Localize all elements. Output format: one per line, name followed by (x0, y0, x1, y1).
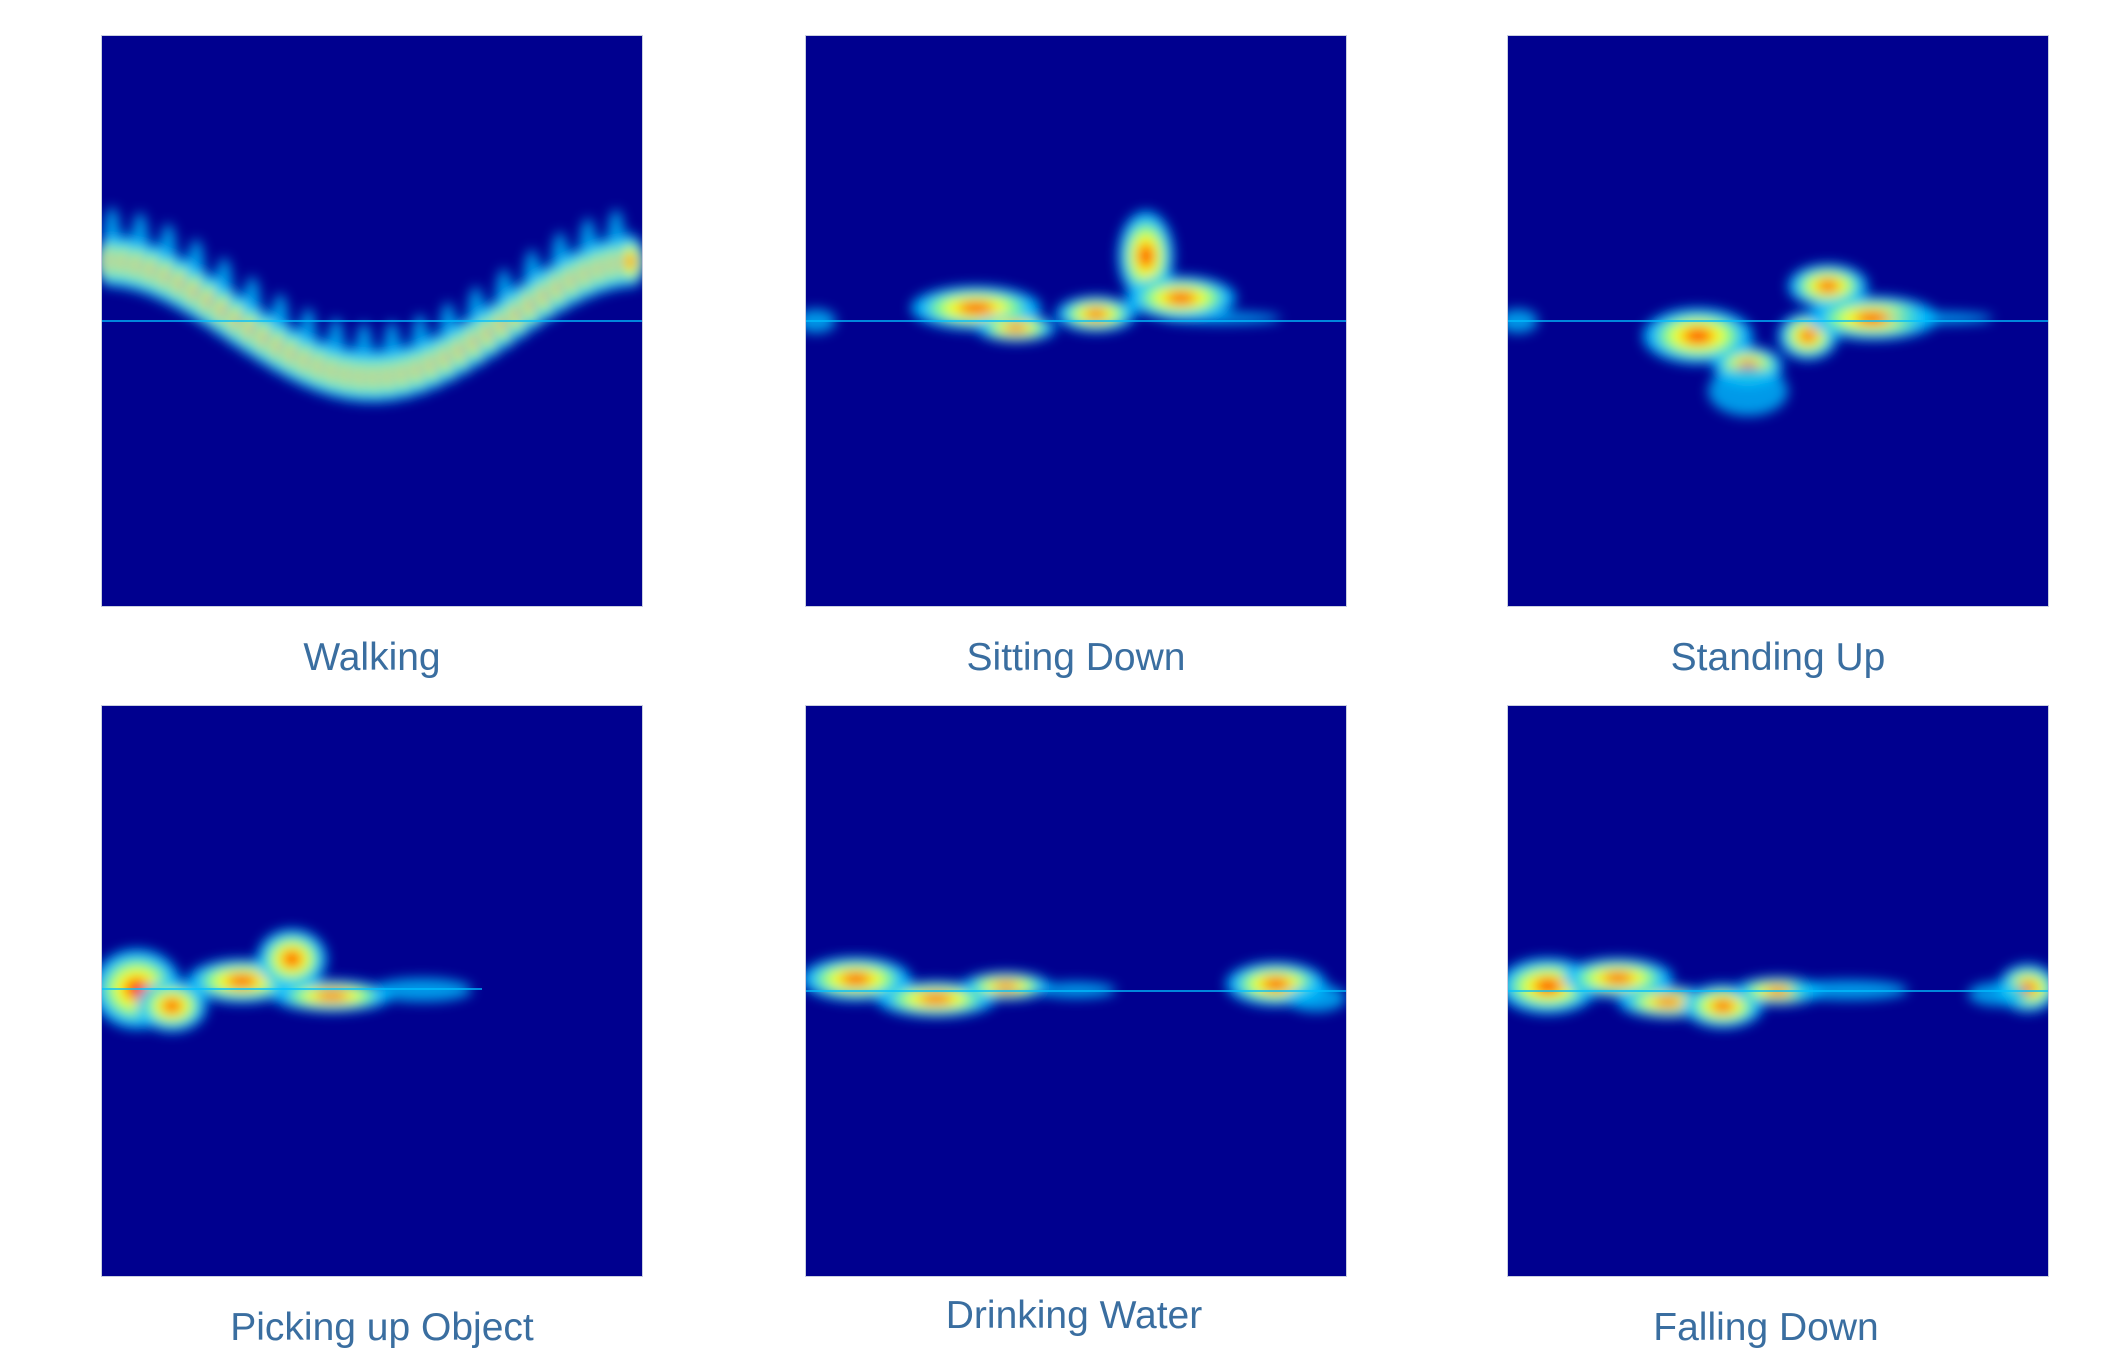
spectrogram-falling-down-image (1508, 706, 2048, 1276)
spectrogram-standing-up (1508, 36, 2048, 606)
caption-standing-up: Standing Up (1670, 636, 1886, 679)
spectrogram-walking-image (102, 36, 642, 606)
caption-falling-down: Falling Down (1653, 1306, 1879, 1349)
caption-sitting-down: Sitting Down (966, 636, 1186, 679)
spectrogram-standing-up-image (1508, 36, 2048, 606)
caption-walking: Walking (303, 636, 441, 679)
spectrogram-sitting-down (806, 36, 1346, 606)
caption-drinking-water: Drinking Water (945, 1294, 1203, 1337)
spectrogram-drinking-water (806, 706, 1346, 1276)
spectrogram-picking-up-object (102, 706, 642, 1276)
caption-picking-up-object: Picking up Object (230, 1306, 534, 1349)
spectrogram-picking-up-object-image (102, 706, 642, 1276)
spectrogram-walking (102, 36, 642, 606)
spectrogram-drinking-water-image (806, 706, 1346, 1276)
spectrogram-falling-down (1508, 706, 2048, 1276)
spectrogram-sitting-down-image (806, 36, 1346, 606)
